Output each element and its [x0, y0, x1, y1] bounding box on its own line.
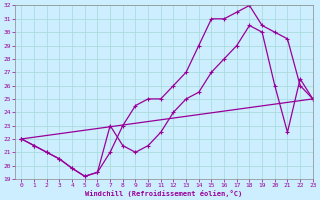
X-axis label: Windchill (Refroidissement éolien,°C): Windchill (Refroidissement éolien,°C) [85, 190, 243, 197]
